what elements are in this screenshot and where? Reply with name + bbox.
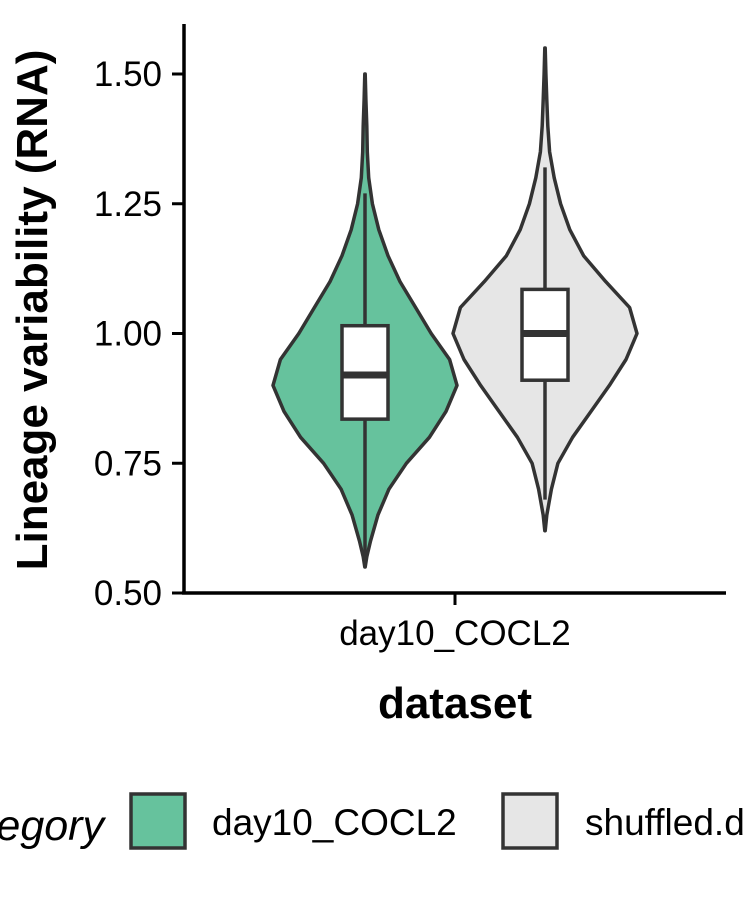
x-axis-ticks: day10_COCL2 bbox=[339, 593, 571, 653]
legend-key bbox=[501, 792, 559, 850]
legend-key bbox=[129, 792, 187, 850]
y-axis-title: Lineage variability (RNA) bbox=[8, 50, 57, 571]
y-tick-label: 0.50 bbox=[94, 574, 162, 613]
legend-label: shuffled.d bbox=[585, 802, 745, 843]
y-tick-label: 0.75 bbox=[94, 444, 162, 483]
y-tick-label: 1.50 bbox=[94, 55, 162, 94]
x-tick-label: day10_COCL2 bbox=[339, 614, 571, 653]
legend-title: egory bbox=[0, 802, 106, 850]
y-axis-ticks: 0.50 0.75 1.00 1.25 1.50 bbox=[94, 55, 184, 613]
legend: egory day10_COCL2 shuffled.d bbox=[0, 792, 745, 850]
violin-group bbox=[451, 46, 639, 533]
violin-group bbox=[271, 72, 459, 569]
y-tick-label: 1.00 bbox=[94, 315, 162, 354]
x-axis-title: dataset bbox=[378, 679, 532, 728]
y-tick-label: 1.25 bbox=[94, 185, 162, 224]
plot-area bbox=[271, 46, 639, 569]
legend-label: day10_COCL2 bbox=[212, 802, 457, 843]
